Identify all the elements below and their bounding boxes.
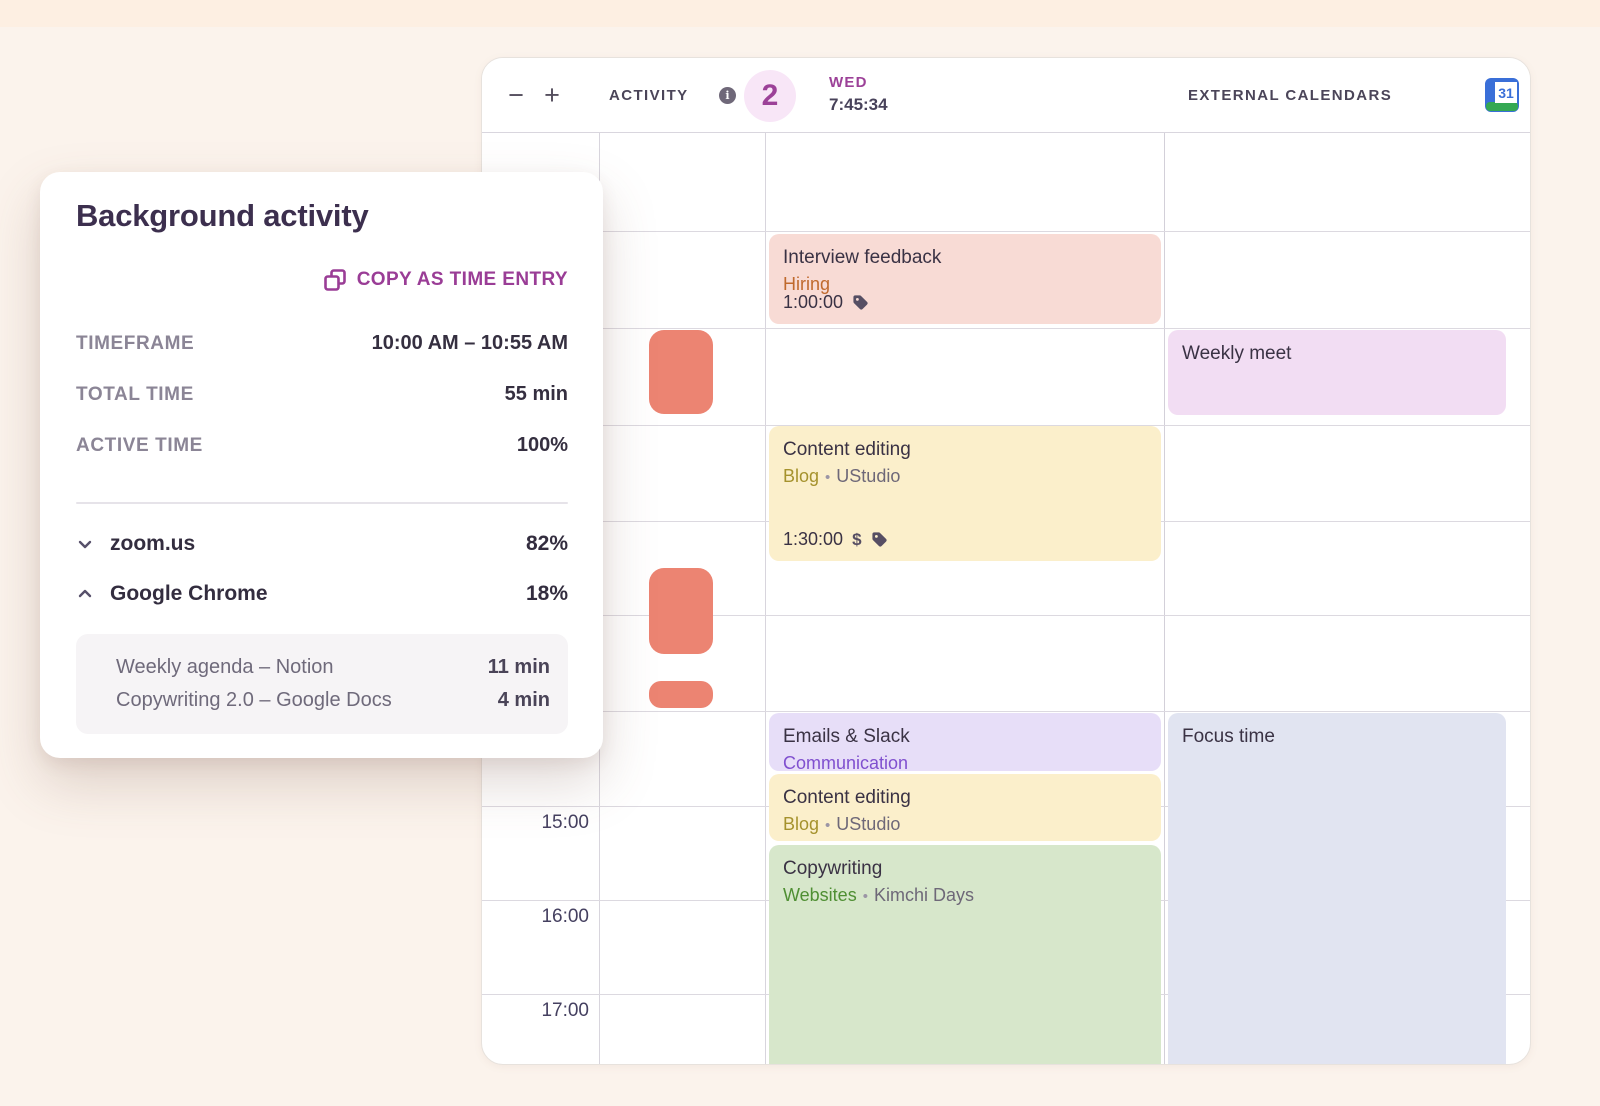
hour-gridline bbox=[482, 328, 1530, 329]
app-row-google-chrome[interactable]: Google Chrome 18% bbox=[76, 582, 568, 606]
event-content-editing-2[interactable]: Content editing Blog • UStudio bbox=[769, 774, 1161, 841]
chrome-details-panel: Weekly agenda – Notion 11 min Copywritin… bbox=[76, 634, 568, 734]
day-timer: 7:45:34 bbox=[829, 95, 888, 114]
activity-count-badge[interactable]: 2 bbox=[744, 70, 796, 122]
tag-icon bbox=[871, 532, 887, 547]
event-category: Hiring bbox=[783, 273, 831, 294]
event-title: Weekly meet bbox=[1182, 343, 1292, 364]
event-title: Emails & Slack bbox=[783, 726, 910, 747]
info-icon[interactable]: i bbox=[719, 87, 736, 104]
event-focus-time[interactable]: Focus time bbox=[1168, 713, 1506, 1064]
activity-column-header: ACTIVITY bbox=[609, 87, 689, 104]
event-category: Blog • UStudio bbox=[783, 465, 901, 486]
event-interview-feedback[interactable]: Interview feedback Hiring 1:00:00 bbox=[769, 234, 1161, 324]
chevron-up-icon bbox=[78, 589, 92, 598]
chrome-item: Weekly agenda – Notion 11 min bbox=[116, 656, 550, 678]
app-row-zoom-us[interactable]: zoom.us 82% bbox=[76, 532, 568, 556]
external-calendars-header: EXTERNAL CALENDARS bbox=[1188, 87, 1393, 104]
column-divider bbox=[1164, 58, 1165, 1064]
event-title: Interview feedback bbox=[783, 247, 942, 268]
zoom-out-button[interactable]: − bbox=[508, 80, 524, 110]
event-duration-row: 1:00:00 bbox=[783, 292, 869, 313]
event-weekly-meet[interactable]: Weekly meet bbox=[1168, 330, 1506, 415]
calendar-header: − + ACTIVITY i 2 WED 7:45:34 EXTERNAL CA… bbox=[482, 58, 1530, 133]
top-background-band bbox=[0, 0, 1600, 27]
event-category: Websites • Kimchi Days bbox=[783, 884, 974, 905]
tag-icon bbox=[853, 295, 868, 310]
time-label-17: 17:00 bbox=[541, 1000, 589, 1021]
event-title: Copywriting bbox=[783, 858, 883, 879]
tracked-activity-block[interactable] bbox=[649, 681, 713, 708]
zoom-in-button[interactable]: + bbox=[544, 80, 560, 110]
google-calendar-icon[interactable]: 31 bbox=[1484, 77, 1520, 113]
day-indicator: WED 7:45:34 bbox=[829, 74, 888, 115]
hour-gridline bbox=[482, 615, 1530, 616]
hour-gridline bbox=[482, 425, 1530, 426]
billable-icon: $ bbox=[852, 529, 862, 549]
time-label-15: 15:00 bbox=[541, 812, 589, 833]
copy-as-time-entry-button[interactable]: COPY AS TIME ENTRY bbox=[323, 268, 568, 292]
day-label: WED bbox=[829, 74, 868, 91]
event-duration-row: 1:30:00 $ bbox=[783, 529, 888, 550]
calendar-panel: 15:00 16:00 17:00 Interview feedback Hir… bbox=[481, 57, 1531, 1065]
copy-icon bbox=[323, 269, 346, 291]
event-duration: 1:30:00 bbox=[783, 529, 844, 549]
event-copywriting[interactable]: Copywriting Websites • Kimchi Days bbox=[769, 845, 1161, 1064]
event-duration: 1:00:00 bbox=[783, 292, 844, 312]
copy-as-time-entry-label: COPY AS TIME ENTRY bbox=[356, 269, 568, 290]
event-title: Focus time bbox=[1182, 726, 1275, 747]
stat-active-time: ACTIVE TIME 100% bbox=[76, 434, 568, 456]
card-divider bbox=[76, 502, 568, 504]
tracked-activity-block[interactable] bbox=[649, 568, 713, 654]
event-title: Content editing bbox=[783, 787, 911, 808]
hour-gridline bbox=[482, 711, 1530, 712]
time-label-16: 16:00 bbox=[541, 906, 589, 927]
card-title: Background activity bbox=[76, 198, 369, 233]
event-emails-slack[interactable]: Emails & Slack Communication bbox=[769, 713, 1161, 773]
stat-timeframe: TIMEFRAME 10:00 AM – 10:55 AM bbox=[76, 332, 568, 354]
event-category: Communication bbox=[783, 752, 909, 773]
svg-text:31: 31 bbox=[1498, 85, 1514, 101]
stat-total-time: TOTAL TIME 55 min bbox=[76, 383, 568, 405]
tracked-activity-block[interactable] bbox=[649, 330, 713, 414]
event-category: Blog • UStudio bbox=[783, 813, 901, 834]
background-activity-card: Background activity COPY AS TIME ENTRY T… bbox=[40, 172, 603, 758]
hour-gridline bbox=[482, 231, 1530, 232]
event-content-editing-1[interactable]: Content editing Blog • UStudio 1:30:00 $ bbox=[769, 426, 1161, 561]
chrome-item: Copywriting 2.0 – Google Docs 4 min bbox=[116, 689, 550, 711]
tracker-column-line bbox=[765, 133, 766, 1064]
chevron-down-icon bbox=[78, 540, 92, 549]
event-title: Content editing bbox=[783, 439, 911, 460]
